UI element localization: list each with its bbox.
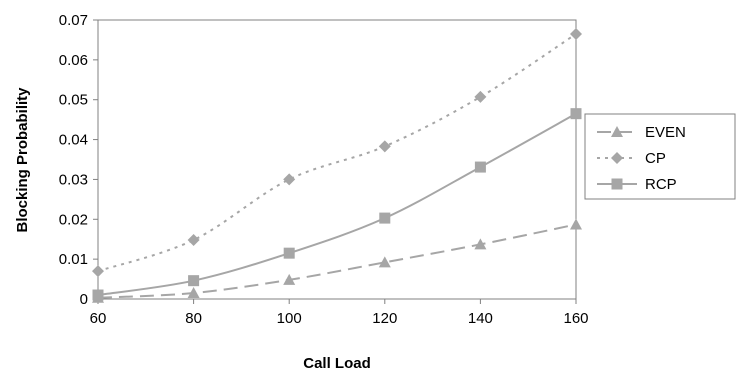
data-point-cp — [378, 140, 391, 153]
data-point-rcp — [474, 161, 486, 173]
legend-label: RCP — [645, 176, 677, 193]
data-point-rcp — [283, 247, 295, 259]
plot-area — [97, 19, 577, 300]
legend: EVEN CP RCP — [597, 124, 686, 193]
x-axis-title: Call Load — [303, 355, 371, 372]
x-tick-label: 80 — [185, 310, 202, 327]
data-point-even — [378, 256, 391, 268]
x-axis-ticks: 60 80 100 120 140 160 — [90, 299, 589, 327]
data-point-cp — [283, 173, 296, 186]
data-point-cp — [570, 27, 582, 40]
data-point-rcp — [379, 212, 391, 224]
data-point-even — [474, 238, 487, 250]
y-tick-label: 0.05 — [59, 92, 88, 109]
y-tick-label: 0.02 — [59, 211, 88, 228]
legend-item-cp: CP — [597, 150, 666, 167]
legend-swatch-marker — [611, 178, 623, 190]
x-tick-label: 120 — [372, 310, 397, 327]
series-cp — [92, 27, 582, 278]
y-tick-label: 0.03 — [59, 171, 88, 188]
y-tick-label: 0.07 — [59, 12, 88, 29]
series-rcp — [92, 108, 582, 301]
legend-label: CP — [645, 150, 666, 167]
legend-item-even: EVEN — [597, 124, 686, 141]
legend-item-rcp: RCP — [597, 176, 677, 193]
y-tick-label: 0 — [80, 291, 88, 308]
y-axis-title: Blocking Probability — [14, 87, 31, 233]
data-point-rcp — [570, 108, 582, 120]
data-point-even — [187, 287, 200, 299]
y-axis-ticks: 0 0.01 0.02 0.03 0.04 0.05 0.06 0.07 — [59, 12, 98, 308]
data-point-even — [570, 218, 582, 230]
x-tick-label: 140 — [468, 310, 493, 327]
series-line-cp — [97, 33, 577, 273]
y-tick-label: 0.06 — [59, 52, 88, 69]
data-point-rcp — [188, 275, 200, 287]
x-tick-label: 60 — [90, 310, 107, 327]
series-line-even — [97, 223, 577, 299]
x-tick-label: 160 — [563, 310, 588, 327]
data-point-even — [283, 273, 296, 285]
data-point-cp — [187, 234, 200, 247]
y-tick-label: 0.01 — [59, 251, 88, 268]
legend-swatch-marker — [611, 126, 623, 137]
legend-box — [584, 113, 736, 200]
data-point-rcp — [92, 289, 104, 301]
y-tick-label: 0.04 — [59, 132, 88, 149]
series-layer — [92, 27, 582, 303]
legend-label: EVEN — [645, 124, 686, 141]
data-point-cp — [92, 265, 104, 278]
data-point-cp — [474, 90, 487, 103]
legend-swatch-marker — [611, 152, 623, 164]
x-tick-label: 100 — [277, 310, 302, 327]
